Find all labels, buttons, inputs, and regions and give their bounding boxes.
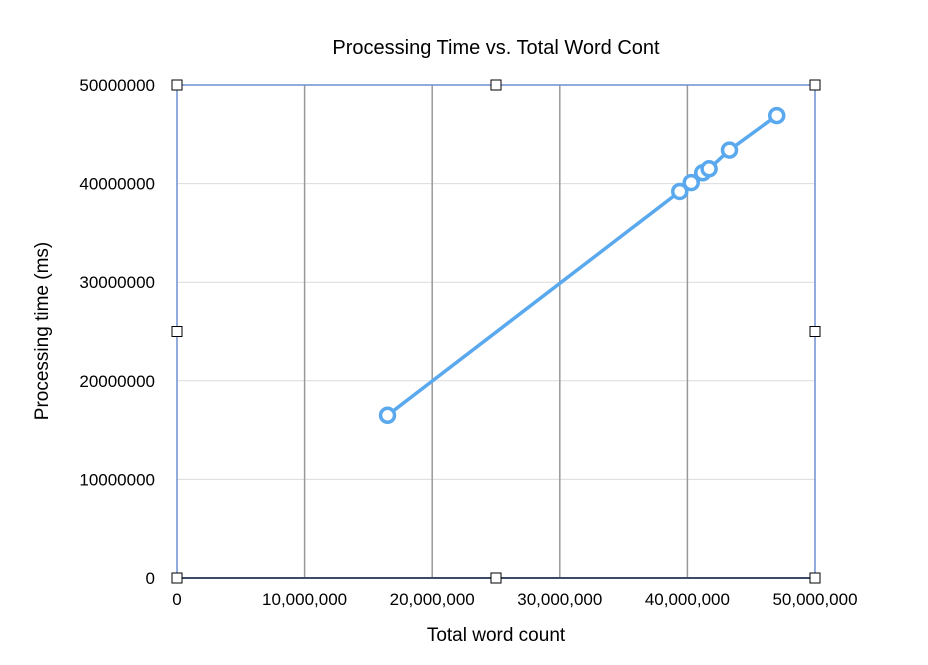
data-point [378, 406, 397, 425]
data-point [767, 106, 786, 125]
tick-labels: 0 10000000 20000000 30000000 40000000 5000000… [79, 76, 857, 609]
resize-handle[interactable] [809, 326, 821, 337]
x-tick-label: 50,000,000 [772, 590, 857, 609]
data-point [682, 173, 700, 192]
x-axis-title: Total word count [427, 625, 566, 646]
selection-handles[interactable] [171, 79, 821, 584]
resize-handle[interactable] [490, 572, 502, 584]
series-layer [378, 106, 786, 425]
resize-handle[interactable] [809, 79, 821, 91]
series-line [385, 113, 779, 418]
x-tick-label: 30,000,000 [517, 590, 602, 609]
x-tick-label: 20,000,000 [390, 590, 475, 609]
y-tick-label: 20000000 [79, 372, 155, 391]
x-tick-label: 40,000,000 [645, 590, 730, 609]
resize-handle[interactable] [171, 572, 183, 584]
y-axis-title: Processing time (ms) [32, 242, 53, 420]
y-tick-label: 40000000 [79, 175, 155, 194]
resize-handle[interactable] [171, 326, 183, 337]
resize-handle[interactable] [490, 79, 502, 91]
grid-layer [177, 85, 815, 578]
data-point [700, 160, 718, 178]
y-tick-label: 50000000 [79, 76, 155, 95]
y-tick-label: 30000000 [79, 273, 155, 292]
x-tick-label: 0 [172, 590, 181, 609]
y-tick-label: 0 [146, 569, 155, 588]
x-tick-label: 10,000,000 [262, 590, 347, 609]
resize-handle[interactable] [171, 79, 183, 91]
data-point [670, 182, 689, 201]
data-point [720, 141, 739, 159]
resize-handle[interactable] [809, 572, 821, 584]
chart-title: Processing Time vs. Total Word Cont [332, 37, 660, 59]
y-tick-label: 10000000 [79, 470, 155, 489]
